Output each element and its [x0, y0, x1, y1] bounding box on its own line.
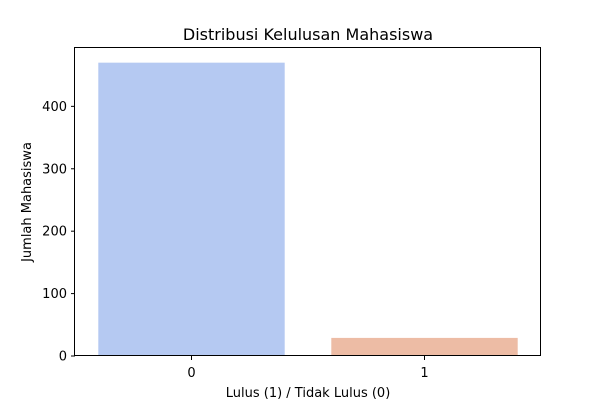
y-axis-label: Jumlah Mahasiswa — [20, 142, 35, 263]
plot-frame — [74, 47, 541, 356]
y-axis-ticks: 0 100 200 300 400 — [42, 100, 75, 365]
chart-title: Distribusi Kelulusan Mahasiswa — [183, 25, 433, 44]
x-tick-label-1: 1 — [420, 366, 428, 381]
y-tick-label-200: 200 — [42, 225, 67, 240]
x-axis-label: Lulus (1) / Tidak Lulus (0) — [226, 386, 391, 400]
y-tick-label-400: 400 — [42, 100, 67, 115]
y-tick-label-300: 300 — [42, 162, 67, 177]
x-tick-label-0: 0 — [187, 366, 195, 381]
bar-1 — [331, 337, 518, 356]
bars-layer — [98, 62, 518, 357]
y-tick-label-0: 0 — [59, 350, 67, 365]
y-tick-label-100: 100 — [42, 287, 67, 302]
bar-0 — [98, 62, 285, 357]
